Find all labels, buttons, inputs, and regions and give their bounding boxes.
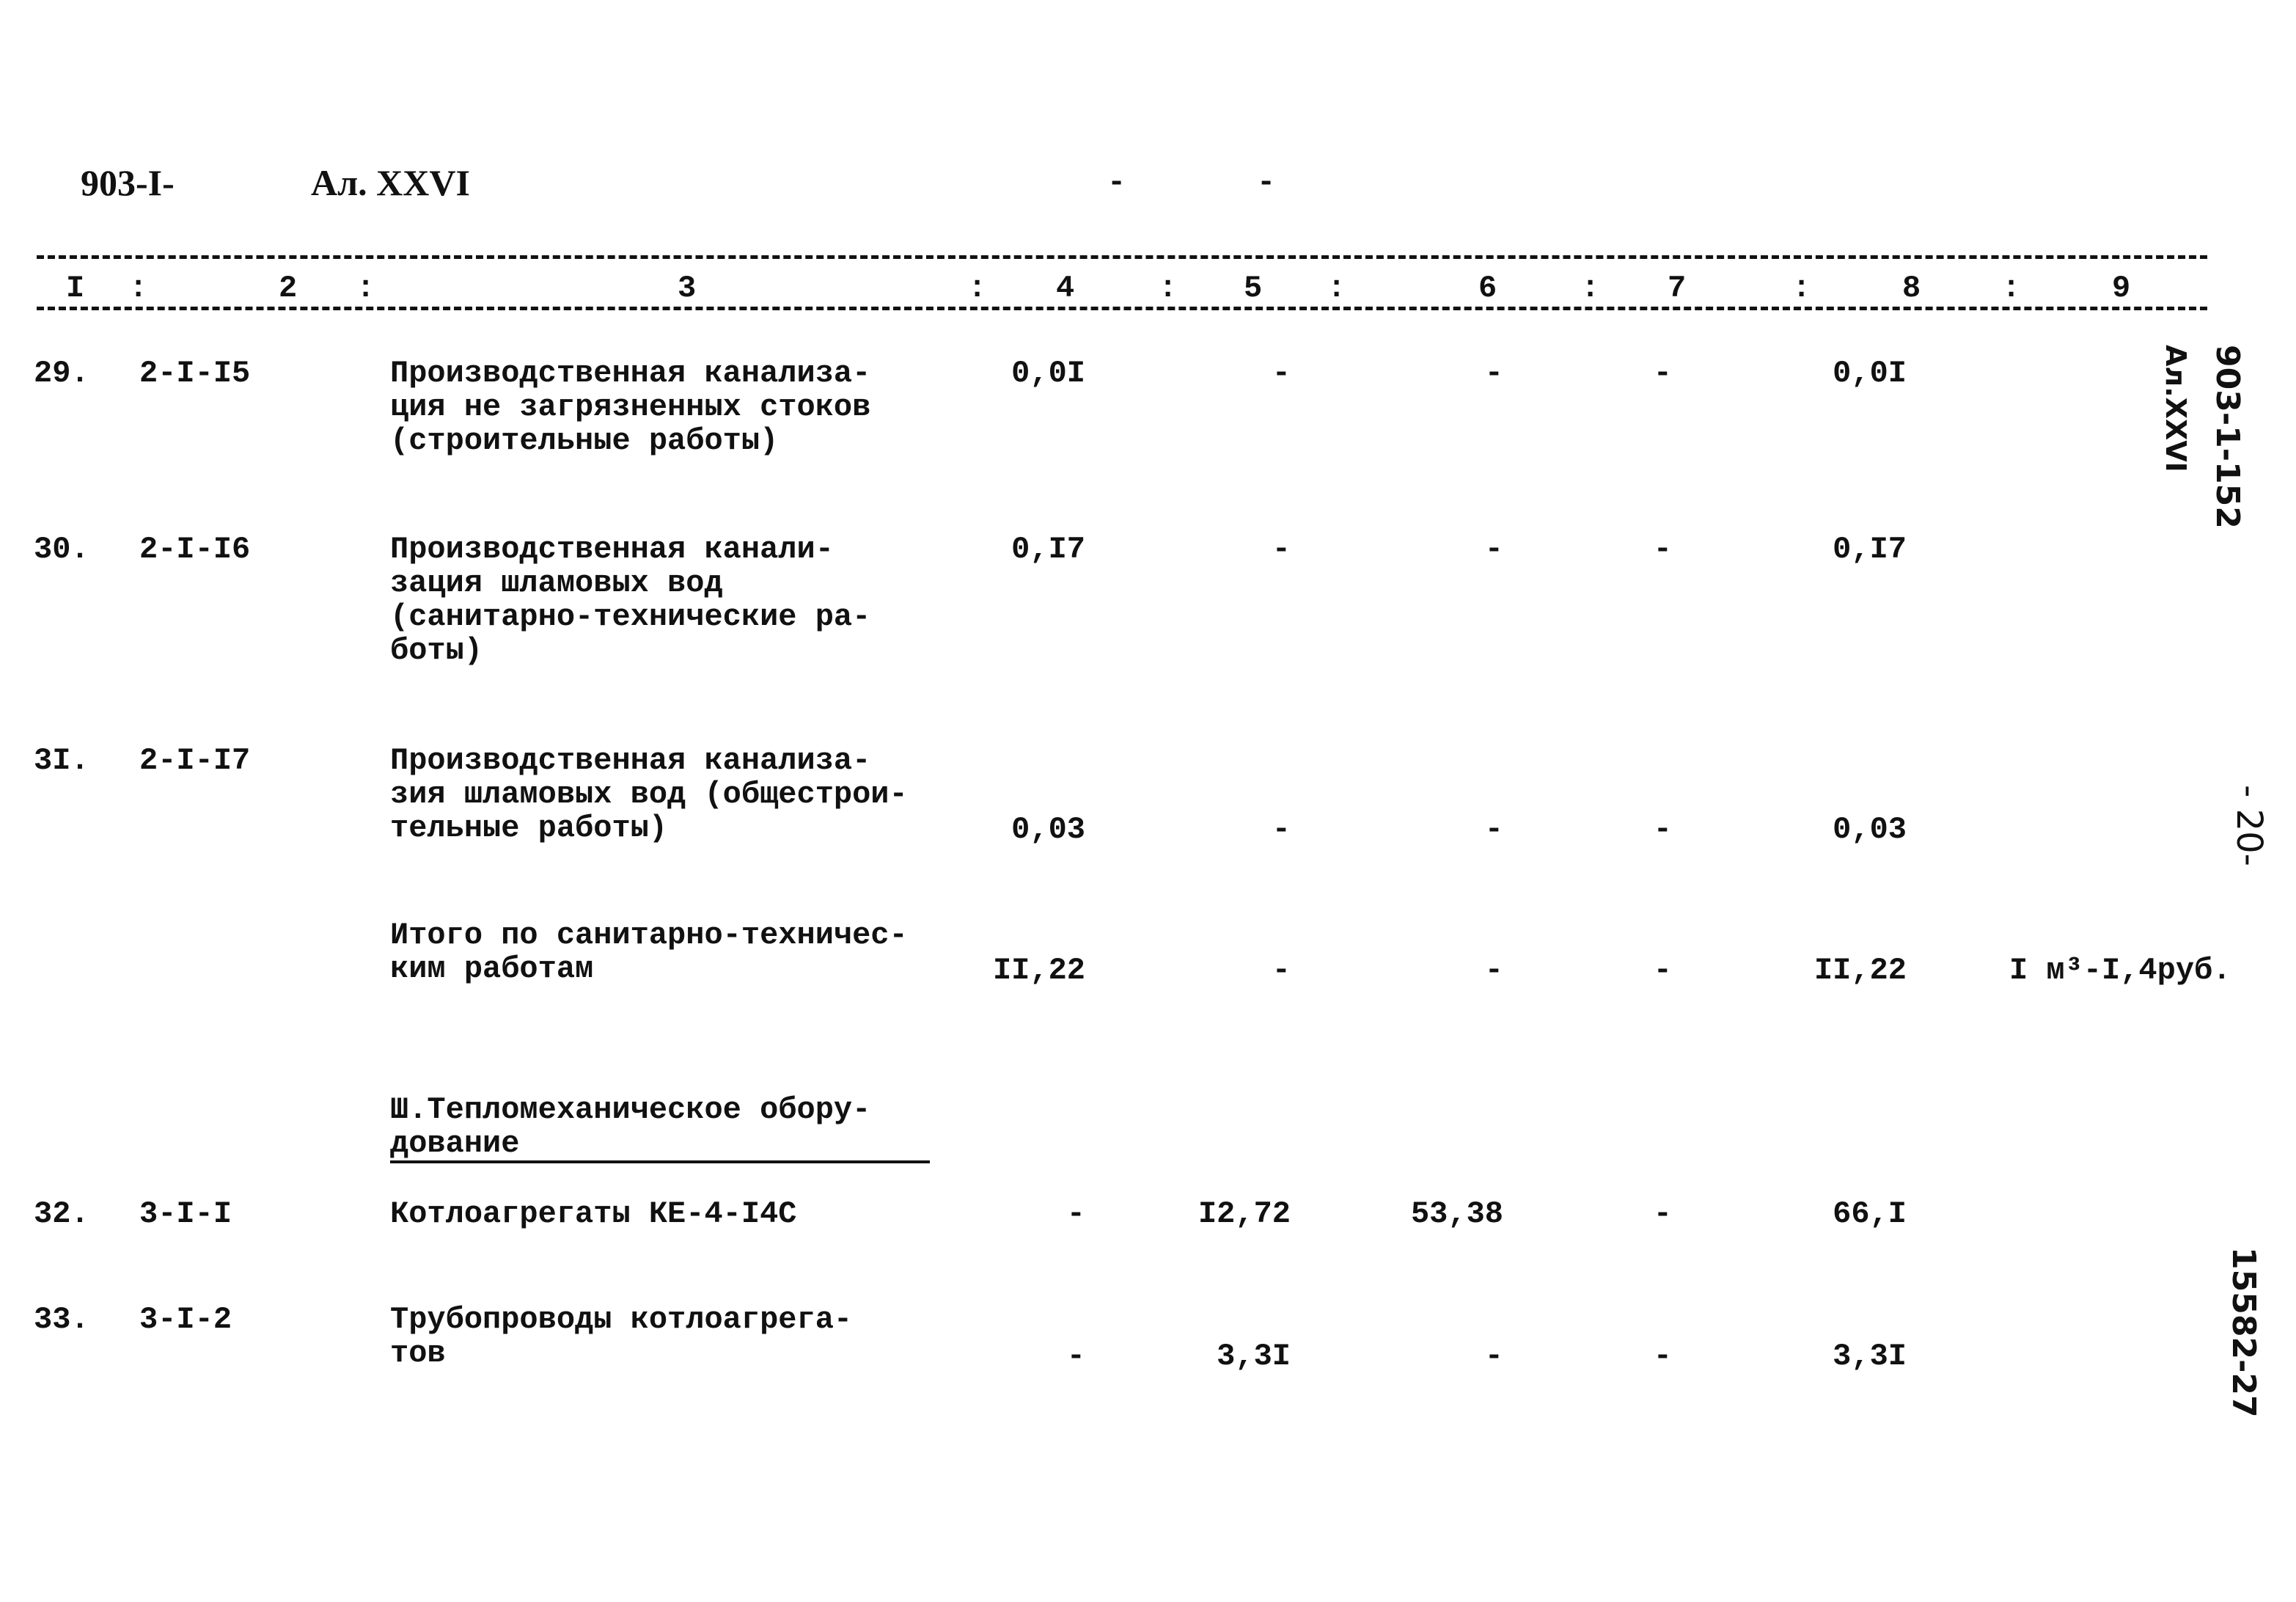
column-header-4: 4 — [1056, 271, 1075, 306]
cell-col5: - — [1272, 953, 1291, 988]
column-header-7: 7 — [1668, 271, 1687, 306]
table-header-rule — [37, 307, 2207, 310]
column-header-5: 5 — [1244, 271, 1263, 306]
row-code: 2-I-I5 — [139, 356, 251, 391]
cell-col8: 0,03 — [1833, 812, 1907, 847]
column-header-6: 6 — [1478, 271, 1497, 306]
cell-col6: - — [1484, 356, 1503, 391]
row-code: 3-I-2 — [139, 1302, 232, 1337]
cell-col6: - — [1484, 953, 1503, 988]
cell-col7: - — [1653, 1196, 1672, 1232]
column-header-3: 3 — [678, 271, 697, 306]
page-number: - 20- — [2229, 785, 2270, 866]
row-code: 3-I-I — [139, 1196, 232, 1232]
cell-col5: I2,72 — [1197, 1196, 1291, 1232]
cell-col6: - — [1484, 812, 1503, 847]
row-number: 29. — [34, 356, 89, 391]
cell-col7: - — [1653, 953, 1672, 988]
column-separator: : — [1581, 271, 1600, 306]
cell-col4: - — [1066, 1196, 1085, 1232]
row-code: 2-I-I6 — [139, 532, 251, 567]
row-number: 3I. — [34, 743, 89, 778]
cell-col8: 66,I — [1833, 1196, 1907, 1232]
cell-col7: - — [1653, 356, 1672, 391]
cell-col4: 0,I7 — [1011, 532, 1085, 567]
cell-col4: 0,0I — [1011, 356, 1085, 391]
cell-col9: I м³-I,4руб. — [2009, 953, 2231, 988]
row-description: Производственная канализа- ция не загряз… — [390, 356, 871, 458]
column-header-1: I — [66, 271, 85, 306]
cell-col8: 3,3I — [1833, 1339, 1907, 1374]
stamp-code: 903-1-152 — [2209, 345, 2246, 529]
row-number: 32. — [34, 1196, 89, 1232]
column-header-9: 9 — [2112, 271, 2131, 306]
table-top-rule — [37, 255, 2207, 259]
column-separator: : — [356, 271, 375, 306]
stamp-inventory: 15582-27 — [2225, 1247, 2262, 1418]
column-separator: : — [1327, 271, 1346, 306]
column-header-8: 8 — [1902, 271, 1921, 306]
cell-col5: - — [1272, 532, 1291, 567]
cell-col6: - — [1484, 532, 1503, 567]
row-number: 30. — [34, 532, 89, 567]
cell-col7: - — [1653, 1339, 1672, 1374]
cell-col4: - — [1066, 1339, 1085, 1374]
row-description: Котлоагрегаты КЕ-4-I4С — [390, 1196, 797, 1232]
cell-col5: - — [1272, 812, 1291, 847]
cell-col5: 3,3I — [1217, 1339, 1291, 1374]
row-number: 33. — [34, 1302, 89, 1337]
column-separator: : — [1792, 271, 1811, 306]
column-separator: : — [1159, 271, 1178, 306]
row-code: 2-I-I7 — [139, 743, 251, 778]
cell-col6: - — [1484, 1339, 1503, 1374]
cell-col7: - — [1653, 532, 1672, 567]
cell-col6: 53,38 — [1410, 1196, 1503, 1232]
cell-col8: 0,0I — [1833, 356, 1907, 391]
cell-col4: 0,03 — [1011, 812, 1085, 847]
album-number: Ал. XXVI — [311, 162, 470, 203]
header-mark: - — [1257, 165, 1276, 200]
column-header-2: 2 — [279, 271, 298, 306]
header-mark: - — [1107, 165, 1126, 200]
row-description: Трубопроводы котлоагрега- тов — [390, 1302, 853, 1371]
row-description: Производственная канализа- зия шламовых … — [390, 743, 908, 846]
cell-col4: II,22 — [992, 953, 1085, 988]
cell-col5: - — [1272, 356, 1291, 391]
column-separator: : — [129, 271, 148, 306]
cell-col8: II,22 — [1813, 953, 1907, 988]
row-description: Итого по санитарно-техничес- ким работам — [390, 918, 908, 987]
column-separator: : — [968, 271, 987, 306]
cell-col7: - — [1653, 812, 1672, 847]
row-description: Производственная канали- зация шламовых … — [390, 532, 871, 668]
column-separator: : — [2002, 271, 2021, 306]
section-title: Ш.Тепломеханическое обору- дование — [390, 1093, 930, 1163]
cell-col8: 0,I7 — [1833, 532, 1907, 567]
stamp-album: Ал.XXVI — [2160, 345, 2192, 472]
doc-code: 903-I- — [81, 162, 175, 203]
